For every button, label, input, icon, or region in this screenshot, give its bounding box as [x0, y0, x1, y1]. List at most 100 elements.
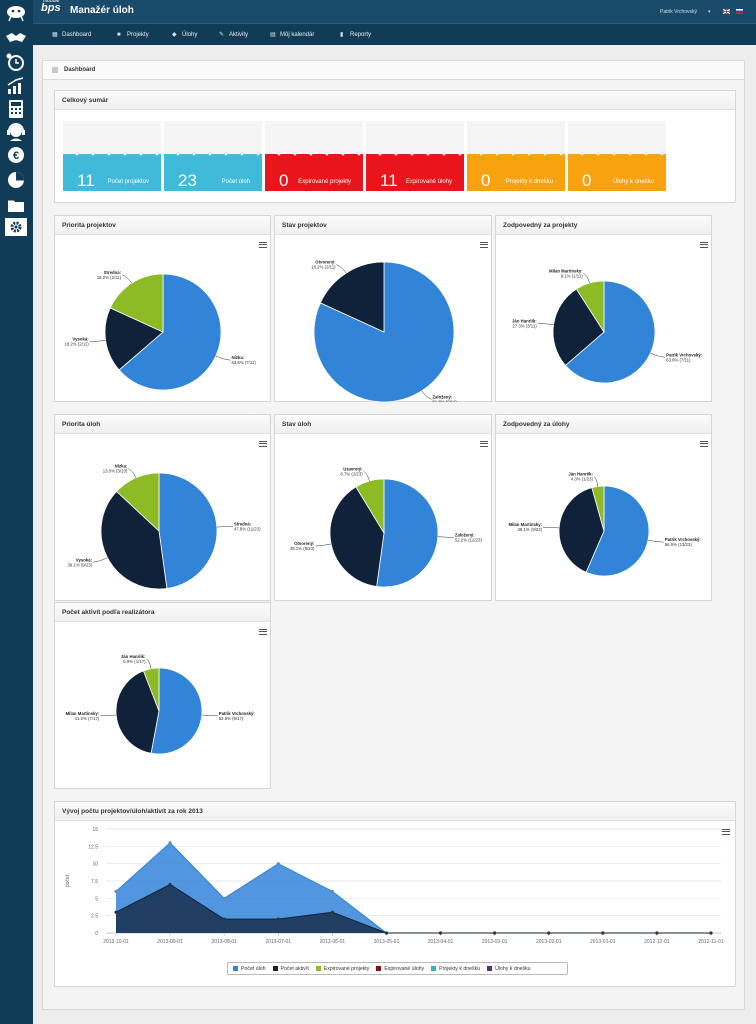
- pie-slice-label: Milan Martinsky:: [66, 711, 100, 716]
- summary-tile[interactable]: 0 Úlohy k dnešku: [568, 121, 666, 191]
- data-point[interactable]: [276, 862, 280, 866]
- pie-slice-value: 13.0% (3/23): [103, 469, 128, 474]
- pie-slice[interactable]: [575, 280, 605, 334]
- x-tick-label: 2012-11-01: [698, 939, 723, 945]
- clock-icon[interactable]: [4, 52, 28, 72]
- pie-chart: Patrik Vrchovský:52.9% (9/17) Milan Marti…: [66, 654, 255, 755]
- calculator-icon[interactable]: [4, 99, 28, 119]
- pie-slice-value: 5.9% (1/17): [123, 659, 146, 664]
- pie-slice-label: Uzavretý:: [343, 466, 363, 471]
- pie-slice-label: Vysoká:: [76, 557, 93, 562]
- summary-tile[interactable]: 0 Projekty k dnešku: [467, 121, 565, 191]
- data-point[interactable]: [384, 931, 389, 935]
- data-point[interactable]: [168, 882, 172, 887]
- pie-slice[interactable]: [104, 307, 164, 371]
- data-point[interactable]: [222, 917, 226, 921]
- pie-slice[interactable]: [376, 478, 439, 588]
- data-point[interactable]: [168, 841, 172, 845]
- flag-uk-icon[interactable]: [722, 8, 731, 15]
- legend-item[interactable]: Počet úloh: [233, 966, 266, 972]
- support-icon[interactable]: [4, 122, 28, 142]
- chart-menu-icon[interactable]: [259, 242, 267, 248]
- summary-tile[interactable]: 11 Expirované úlohy: [366, 121, 464, 191]
- nav-dashboard[interactable]: ▦ Dashboard: [52, 24, 91, 46]
- legend-item[interactable]: Projekty k dnešku: [431, 966, 480, 972]
- bps-head-icon[interactable]: [4, 3, 28, 23]
- pie-chart: Stredná:47.8% (11/23) Vysoká:39.1% (9/23)…: [67, 464, 261, 590]
- pie-slice-label: Založený:: [455, 532, 475, 537]
- pie-slice[interactable]: [118, 273, 222, 391]
- pie-slice-label: Ján Hanriik:: [568, 472, 593, 477]
- legend-swatch: [315, 966, 321, 971]
- pie-slice[interactable]: [142, 667, 160, 712]
- pie-label-connector: [315, 543, 332, 547]
- data-point[interactable]: [114, 910, 118, 914]
- data-point[interactable]: [601, 931, 605, 935]
- settings-icon[interactable]: [5, 218, 27, 236]
- nav-projekty[interactable]: ■ Projekty: [117, 24, 149, 46]
- pie-slice[interactable]: [115, 670, 160, 754]
- chart-menu-icon[interactable]: [700, 242, 708, 248]
- folders-icon[interactable]: [4, 195, 28, 215]
- pie-slice[interactable]: [319, 261, 385, 333]
- chart-menu-icon[interactable]: [480, 441, 488, 447]
- user-menu[interactable]: Patrik Vrchovský: [660, 9, 698, 15]
- chart-menu-icon[interactable]: [480, 242, 488, 248]
- pie-slice[interactable]: [585, 485, 650, 577]
- nav-ulohy[interactable]: ◆ Úlohy: [172, 24, 197, 46]
- summary-tile[interactable]: 11 Počet projektov: [63, 121, 161, 191]
- bps-logo[interactable]: module bps: [41, 0, 61, 14]
- chart-menu-icon[interactable]: [722, 829, 730, 835]
- data-point[interactable]: [330, 889, 334, 893]
- nav-reporty[interactable]: ▮ Reporty: [340, 24, 371, 46]
- legend-item[interactable]: Expirované úlohy: [376, 966, 424, 972]
- chart-menu-icon[interactable]: [700, 441, 708, 447]
- data-point[interactable]: [276, 917, 280, 921]
- legend-item[interactable]: Expirované projekty: [315, 966, 369, 972]
- chart-menu-icon[interactable]: [259, 629, 267, 635]
- pie-slice[interactable]: [158, 472, 218, 589]
- series-area[interactable]: [116, 842, 711, 933]
- pencil-icon: ✎: [219, 31, 225, 38]
- pie-slice[interactable]: [109, 273, 164, 333]
- summary-tile[interactable]: 0 Expirované projekty: [265, 121, 363, 191]
- dashboard-title: Dashboard: [64, 67, 96, 73]
- pie-chart-icon[interactable]: [4, 170, 28, 190]
- data-point[interactable]: [438, 931, 443, 935]
- legend-item[interactable]: Počet aktivít: [272, 966, 309, 972]
- pie-slice[interactable]: [355, 478, 385, 535]
- pie-slice-value: 56.5% (13/23): [665, 542, 693, 547]
- summary-tile[interactable]: 23 Počet úloh: [164, 121, 262, 191]
- chart-menu-icon[interactable]: [259, 441, 267, 447]
- pie-panel-title: Zodpovedný za úlohy: [496, 415, 711, 434]
- data-point[interactable]: [222, 896, 226, 900]
- pie-slice[interactable]: [552, 288, 605, 366]
- pie-slice[interactable]: [564, 280, 656, 384]
- data-point[interactable]: [493, 931, 497, 935]
- euro-icon[interactable]: €: [4, 145, 28, 165]
- x-tick-label: 2013-04-01: [428, 939, 454, 945]
- handshake-icon[interactable]: [4, 28, 28, 48]
- pie-slice[interactable]: [150, 667, 203, 755]
- flag-sk-icon[interactable]: [736, 9, 743, 14]
- data-point[interactable]: [655, 931, 659, 935]
- data-point[interactable]: [547, 931, 551, 935]
- pie-slice[interactable]: [100, 490, 168, 590]
- pie-chart: Patrik Vrchovský:56.5% (13/23) Milan Mart…: [508, 472, 701, 577]
- pie-slice-label: Milan Martinsky:: [508, 522, 542, 527]
- growth-chart-icon[interactable]: [4, 76, 28, 96]
- data-point[interactable]: [330, 910, 334, 914]
- legend-label: Počet úloh: [241, 965, 266, 972]
- nav-aktivity[interactable]: ✎ Aktivity: [219, 24, 248, 46]
- x-tick-label: 2013-03-01: [482, 939, 508, 945]
- tile-value: 0: [481, 171, 491, 190]
- data-point[interactable]: [114, 889, 118, 893]
- legend-item[interactable]: Úlohy k dnešku: [487, 966, 531, 972]
- pie-slice[interactable]: [329, 486, 385, 587]
- tile-bar: 0 Úlohy k dnešku: [568, 154, 666, 191]
- nav-kalendar[interactable]: ▤ Môj kalendár: [270, 24, 314, 46]
- series-area[interactable]: [116, 884, 711, 933]
- data-point[interactable]: [709, 931, 713, 935]
- trend-chart-panel: Vývoj počtu projektov/úloh/aktivít za ro…: [54, 801, 736, 987]
- chevron-down-icon[interactable]: ▾: [708, 9, 711, 15]
